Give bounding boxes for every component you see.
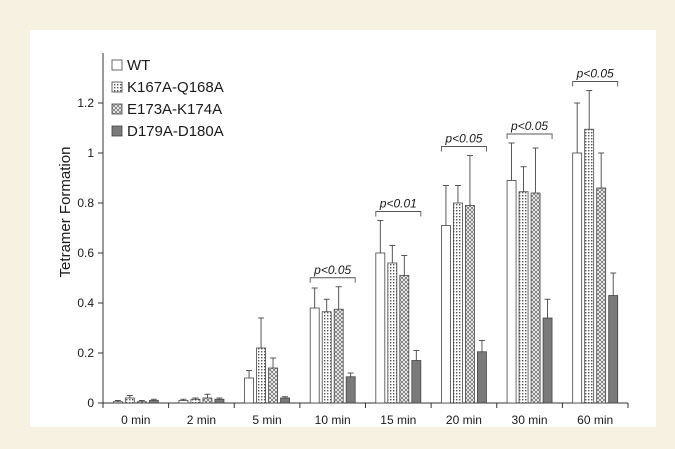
significance-label: p<0.05 — [313, 263, 351, 277]
y-tick-label: 0.6 — [77, 246, 94, 260]
bar-chart: 0 0.2 0.4 0.6 0.8 1 1.2 0 min 2 min 5 min 10 min 15… — [57, 53, 629, 427]
significance-label: p<0.01 — [379, 197, 417, 211]
chart-panel: 0 0.2 0.4 0.6 0.8 1 1.2 0 min 2 min 5 min 10 min 15… — [30, 30, 656, 427]
bar — [178, 400, 189, 404]
bar — [465, 205, 475, 404]
axes: 0 0.2 0.4 0.6 0.8 1 1.2 0 min 2 min 5 min 10 min 15… — [77, 53, 629, 427]
x-tick-label: 60 min — [577, 413, 613, 427]
y-tick-label: 1.2 — [77, 96, 94, 110]
bar — [542, 317, 553, 404]
y-tick-label: 1 — [87, 146, 94, 160]
legend-label: K167A-Q168A — [127, 79, 224, 96]
bar — [518, 191, 529, 404]
legend-label: D179A-D180A — [127, 123, 224, 140]
significance-bracket — [506, 133, 553, 139]
x-tick-label: 0 min — [121, 413, 150, 427]
bar — [256, 347, 266, 404]
bar — [596, 187, 607, 404]
legend-label: WT — [127, 57, 150, 74]
bar — [584, 128, 595, 404]
bar — [441, 225, 451, 404]
bar — [202, 397, 213, 404]
bar — [608, 295, 619, 404]
x-tick-label: 5 min — [252, 413, 281, 427]
significance-label: p<0.05 — [444, 132, 482, 146]
x-tick-label: 10 min — [315, 413, 351, 427]
significance-bracket — [440, 146, 487, 152]
bars — [112, 90, 619, 404]
bar — [530, 192, 541, 404]
bar — [280, 397, 290, 404]
bar — [506, 180, 517, 404]
legend-swatch — [111, 103, 123, 115]
y-tick-label: 0.8 — [77, 196, 94, 210]
legend: WT K167A-Q168A E173A-K174A D179A-D180A — [111, 57, 224, 140]
significance-label: p<0.05 — [510, 119, 548, 133]
legend-swatch — [111, 59, 123, 71]
bar — [321, 311, 332, 404]
significance-annotations: p<0.05 p<0.01 p<0.05 p<0.05 p<0.05 — [309, 67, 619, 283]
legend-swatch — [111, 81, 123, 93]
bar — [112, 401, 123, 404]
y-tick-label: 0 — [87, 396, 94, 410]
significance-bracket — [572, 81, 619, 87]
bar — [411, 360, 422, 404]
bar — [572, 152, 583, 404]
bar — [148, 400, 159, 404]
bar — [214, 398, 225, 404]
bar — [244, 377, 254, 404]
y-tick-label: 0.4 — [77, 296, 94, 310]
bar — [190, 398, 201, 404]
x-tick-label: 15 min — [380, 413, 416, 427]
significance-label: p<0.05 — [576, 67, 614, 81]
bar — [477, 351, 487, 404]
y-tick-label: 0.2 — [77, 346, 94, 360]
x-tick-label: 20 min — [446, 413, 482, 427]
bar — [453, 202, 463, 404]
bar — [124, 397, 135, 404]
bar — [309, 307, 320, 404]
legend-swatch — [111, 125, 123, 137]
bar — [136, 401, 147, 404]
significance-bracket — [309, 277, 356, 283]
legend-label: E173A-K174A — [127, 101, 222, 118]
bar — [345, 376, 356, 404]
bar — [399, 275, 410, 404]
bar — [387, 262, 398, 404]
bar — [333, 308, 344, 404]
x-tick-label: 2 min — [187, 413, 216, 427]
x-tick-label: 30 min — [512, 413, 548, 427]
y-axis-label: Tetramer Formation — [57, 147, 74, 278]
bar — [375, 252, 386, 404]
significance-bracket — [375, 211, 422, 217]
bar — [268, 367, 278, 404]
